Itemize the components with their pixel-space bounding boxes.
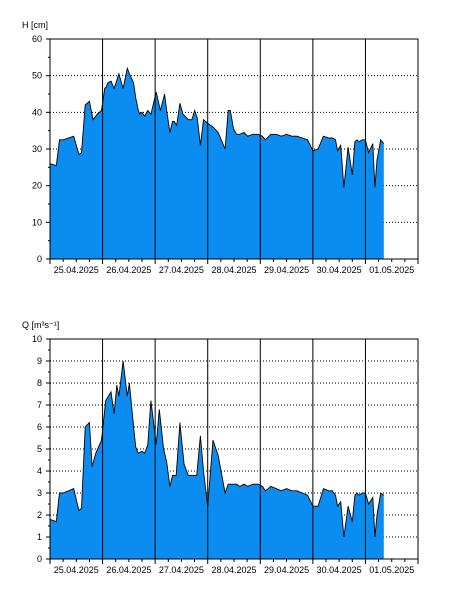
x-tick-label: 29.04.2025 [264, 565, 309, 575]
y-tick-label: 2 [37, 510, 42, 520]
x-tick-label: 28.04.2025 [211, 265, 256, 275]
y-axis-label: H [cm] [22, 20, 48, 30]
series-area [50, 361, 384, 559]
y-tick-label: 1 [37, 532, 42, 542]
y-tick-label: 50 [32, 71, 42, 81]
y-tick-label: 5 [37, 444, 42, 454]
y-tick-label: 0 [37, 254, 42, 264]
y-tick-label: 4 [37, 466, 42, 476]
x-tick-label: 01.05.2025 [369, 565, 414, 575]
y-tick-label: 6 [37, 422, 42, 432]
y-tick-label: 60 [32, 34, 42, 44]
y-tick-label: 40 [32, 107, 42, 117]
x-tick-label: 30.04.2025 [317, 265, 362, 275]
x-tick-label: 29.04.2025 [264, 265, 309, 275]
x-tick-label: 27.04.2025 [159, 565, 204, 575]
y-tick-label: 7 [37, 400, 42, 410]
x-tick-label: 30.04.2025 [317, 565, 362, 575]
x-tick-label: 01.05.2025 [369, 265, 414, 275]
x-tick-label: 28.04.2025 [211, 565, 256, 575]
y-tick-label: 8 [37, 378, 42, 388]
series-area [50, 68, 384, 259]
series-line [49, 66, 385, 188]
y-tick-label: 20 [32, 181, 42, 191]
x-tick-label: 26.04.2025 [106, 265, 151, 275]
y-axis-label: Q [m³s⁻¹] [22, 320, 59, 330]
y-tick-label: 10 [32, 217, 42, 227]
y-tick-label: 30 [32, 144, 42, 154]
y-tick-label: 3 [37, 488, 42, 498]
y-tick-label: 10 [32, 334, 42, 344]
x-tick-label: 25.04.2025 [54, 265, 99, 275]
series-line [49, 360, 385, 538]
x-tick-label: 27.04.2025 [159, 265, 204, 275]
x-tick-label: 26.04.2025 [106, 565, 151, 575]
chart-panel-2: 0 1 2 3 4 5 6 7 8 9 10 25.04.2025 26.04.2025 27.04.20… [22, 320, 419, 575]
x-tick-label: 25.04.2025 [54, 565, 99, 575]
chart-panel-1: 0 10 20 30 40 50 60 25.04.2025 26.04.2025 27.04.2… [22, 20, 419, 275]
y-tick-label: 9 [37, 356, 42, 366]
y-tick-label: 0 [37, 554, 42, 564]
